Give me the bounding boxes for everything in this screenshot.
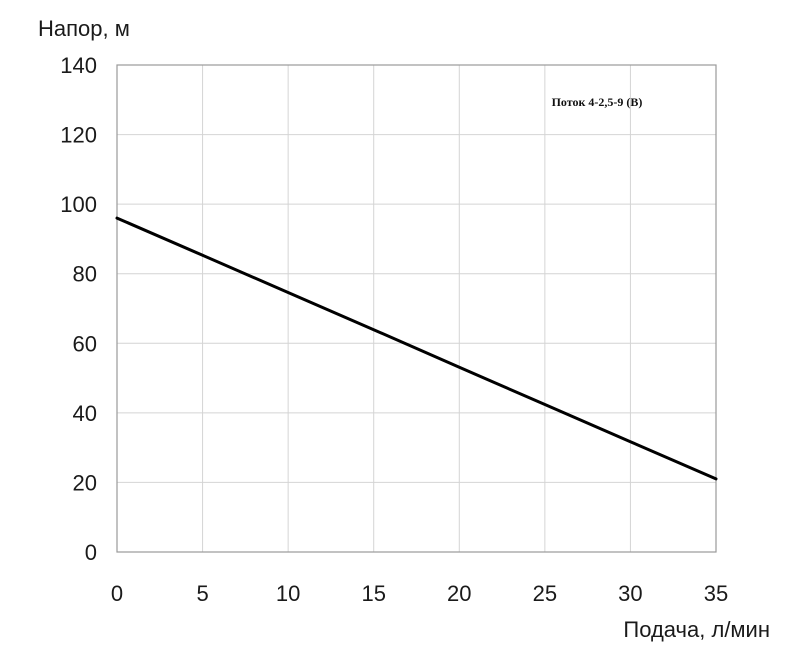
series-layer — [115, 216, 718, 481]
x-axis-ticks: 0 5 10 15 20 25 30 35 — [111, 581, 728, 606]
x-tick-label: 20 — [447, 581, 471, 606]
x-tick-label: 10 — [276, 581, 300, 606]
y-tick-label: 0 — [85, 540, 97, 565]
grid — [116, 64, 717, 553]
y-axis-label: Напор, м — [38, 16, 130, 41]
series-line — [115, 216, 718, 481]
x-tick-label: 35 — [704, 581, 728, 606]
y-tick-label: 20 — [73, 470, 97, 495]
y-tick-label: 80 — [73, 262, 97, 287]
x-axis-label: Подача, л/мин — [623, 617, 770, 642]
plot-frame — [116, 64, 717, 553]
x-tick-label: 0 — [111, 581, 123, 606]
x-tick-label: 30 — [618, 581, 642, 606]
x-tick-label: 5 — [196, 581, 208, 606]
y-axis-ticks: 0 20 40 60 80 100 120 140 — [60, 53, 97, 565]
x-tick-label: 25 — [533, 581, 557, 606]
y-tick-label: 40 — [73, 401, 97, 426]
legend-entry: Поток 4-2,5-9 (В) — [552, 95, 643, 109]
y-tick-label: 140 — [60, 53, 97, 78]
y-tick-label: 120 — [60, 123, 97, 148]
y-tick-label: 100 — [60, 192, 97, 217]
x-tick-label: 15 — [361, 581, 385, 606]
y-tick-label: 60 — [73, 331, 97, 356]
